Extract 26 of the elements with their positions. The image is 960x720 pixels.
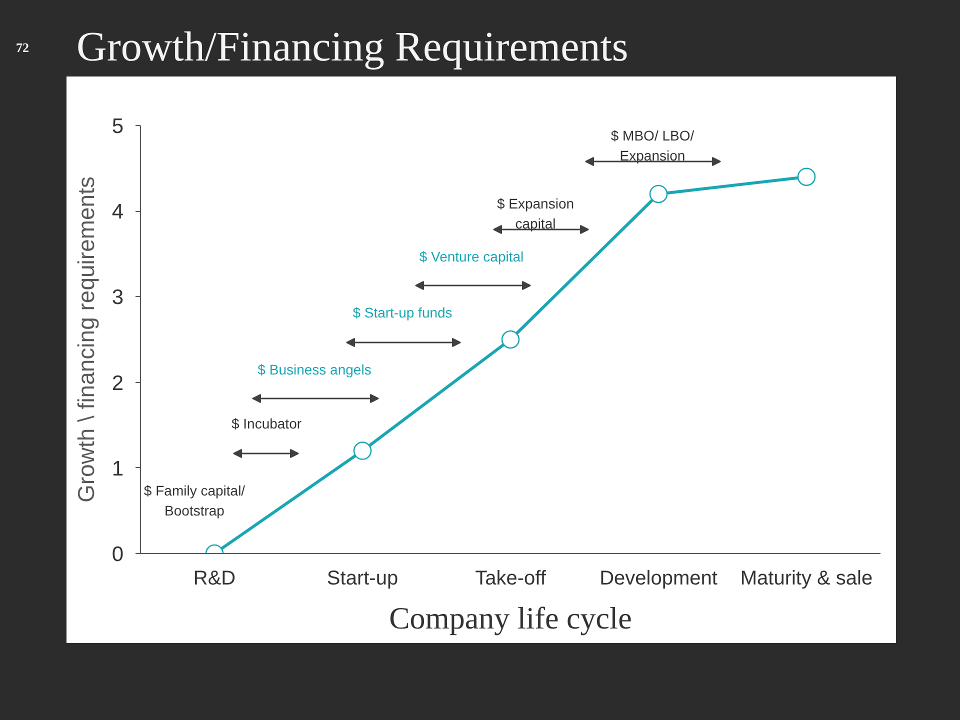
annotation: $ Venture capital <box>419 248 524 264</box>
annotation: $ Incubator <box>231 416 302 432</box>
x-tick-label: Start-up <box>326 568 398 590</box>
x-tick-label: Maturity & sale <box>740 568 873 590</box>
y-tick-label: 4 <box>112 200 124 224</box>
point <box>501 330 520 349</box>
y-tick-label: 0 <box>112 543 124 566</box>
point <box>649 184 668 204</box>
text: 72 <box>16 40 29 55</box>
annotation: $ MBO/ LBO/ Expansion <box>610 128 694 164</box>
point <box>353 442 372 460</box>
x-axis-title: Company life cycle <box>389 600 632 636</box>
annotation: $ Family capital/ Bootstrap <box>144 482 246 518</box>
annotation: $ Start-up funds <box>352 304 452 320</box>
y-tick-label: 3 <box>112 286 124 310</box>
y-axis-title: Growth \ financing requirements <box>72 176 99 502</box>
x-tick-label: Take-off <box>475 568 546 590</box>
y-tick-label: 5 <box>112 115 124 138</box>
x-tick-label: R&D <box>193 568 236 590</box>
chart-title: Growth/Financing Requirements <box>76 24 628 70</box>
annotation: $ Business angels <box>258 362 372 378</box>
y-tick-label: 1 <box>112 457 124 480</box>
y-tick-label: 2 <box>112 372 124 395</box>
annotation: $ Expansion capital <box>496 196 574 232</box>
point <box>797 168 816 186</box>
x-tick-label: Development <box>600 568 718 590</box>
